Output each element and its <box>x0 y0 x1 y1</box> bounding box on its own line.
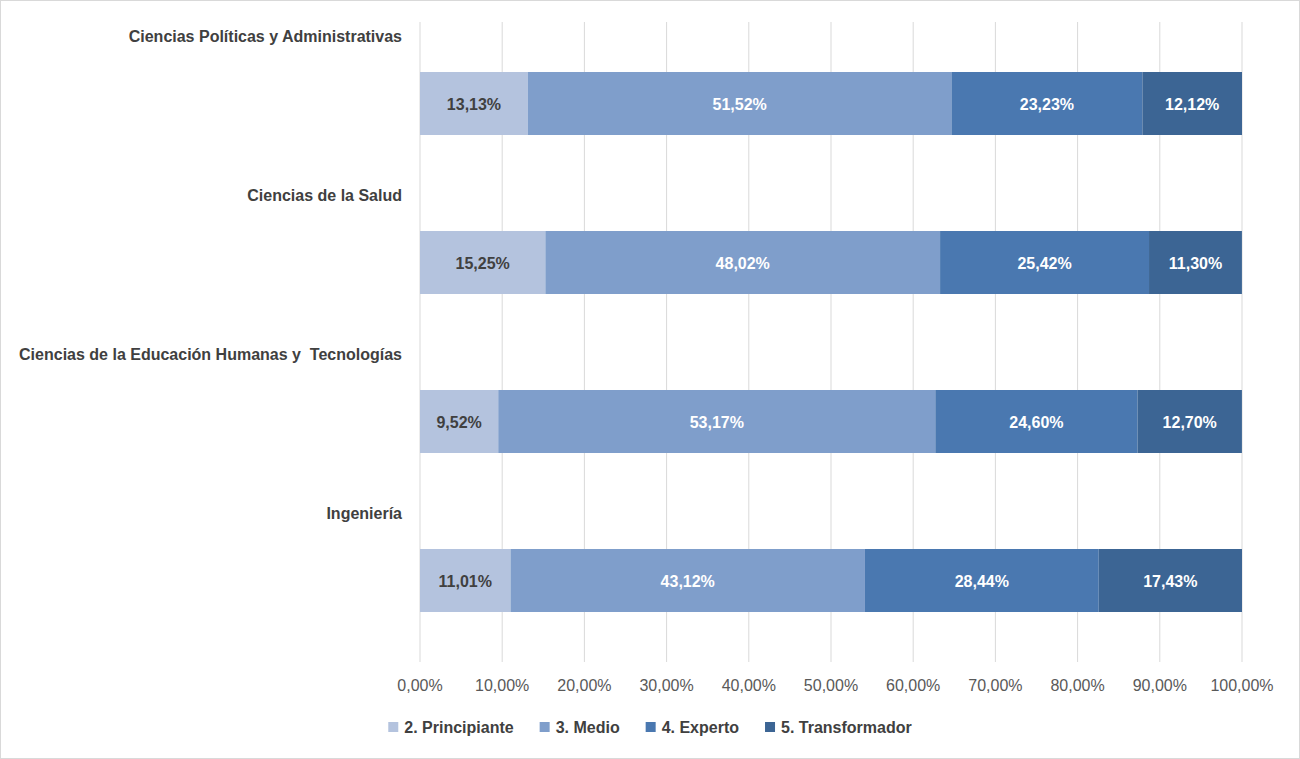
legend-item: 5. Transformador <box>765 719 912 736</box>
tick-label: 0,00% <box>397 677 442 694</box>
chart-frame <box>1 1 1300 759</box>
bar-segment <box>1099 549 1242 612</box>
bar-segment <box>528 72 951 135</box>
tick-label: 30,00% <box>639 677 693 694</box>
bar-segment <box>1138 390 1242 453</box>
bar-segment <box>420 390 498 453</box>
data-label: 48,02% <box>716 255 770 272</box>
legend-swatch <box>388 722 398 732</box>
tick-label: 10,00% <box>475 677 529 694</box>
category-label: Ciencias de la Educación Humanas y Tecno… <box>19 346 402 363</box>
bar-segment <box>940 231 1149 294</box>
data-label: 12,12% <box>1165 96 1219 113</box>
data-label: 53,17% <box>690 414 744 431</box>
data-label: 11,30% <box>1169 255 1222 272</box>
data-label: 25,42% <box>1017 255 1071 272</box>
legend-item: 3. Medio <box>540 719 620 736</box>
bar-segment <box>935 390 1137 453</box>
bar-segment <box>420 549 511 612</box>
bar-segment <box>420 72 528 135</box>
data-label: 12,70% <box>1163 414 1217 431</box>
category-labels: Ciencias Políticas y Administrativas Cien… <box>19 28 402 522</box>
tick-label: 100,00% <box>1210 677 1273 694</box>
data-label: 43,12% <box>661 573 715 590</box>
bar-segment <box>865 549 1099 612</box>
tick-label: 70,00% <box>968 677 1022 694</box>
category-label: Ingeniería <box>326 505 402 522</box>
category-label: Ciencias de la Salud <box>247 187 402 204</box>
chart: 0,00% 10,00% 20,00% 30,00% 40,00% 50,00% 60,00… <box>0 0 1300 759</box>
legend-swatch <box>765 722 775 732</box>
data-label: 24,60% <box>1009 414 1063 431</box>
category-label: Ciencias Políticas y Administrativas <box>129 28 402 45</box>
bar-segment <box>511 549 865 612</box>
legend-swatch <box>540 722 550 732</box>
data-label: 28,44% <box>955 573 1009 590</box>
data-label: 11,01% <box>439 573 492 590</box>
legend-label: 5. Transformador <box>781 719 912 736</box>
data-label: 15,25% <box>456 255 510 272</box>
legend-item: 4. Experto <box>646 719 740 736</box>
bar-segment <box>498 390 935 453</box>
legend-label: 3. Medio <box>556 719 620 736</box>
data-label: 51,52% <box>713 96 767 113</box>
tick-label: 60,00% <box>886 677 940 694</box>
x-axis: 0,00% 10,00% 20,00% 30,00% 40,00% 50,00% 60,00… <box>397 677 1273 694</box>
grid <box>420 22 1242 662</box>
data-label: 17,43% <box>1143 573 1197 590</box>
tick-label: 50,00% <box>804 677 858 694</box>
legend-swatch <box>646 722 656 732</box>
data-label: 13,13% <box>447 96 501 113</box>
legend-item: 2. Principiante <box>388 719 513 736</box>
bar-segment <box>545 231 940 294</box>
tick-label: 90,00% <box>1133 677 1187 694</box>
bar-segment <box>1149 231 1242 294</box>
data-label: 23,23% <box>1020 96 1074 113</box>
legend-label: 2. Principiante <box>404 719 513 736</box>
bar-segment <box>420 231 545 294</box>
tick-label: 20,00% <box>557 677 611 694</box>
legend: 2. Principiante 3. Medio 4. Experto 5. Tran… <box>388 719 911 736</box>
data-labels: 13,13% 51,52% 23,23% 12,12% 15,25% 48,02% 25,4… <box>436 96 1222 590</box>
bars <box>420 72 1242 612</box>
tick-label: 80,00% <box>1050 677 1104 694</box>
data-label: 9,52% <box>436 414 481 431</box>
bar-segment <box>951 72 1142 135</box>
legend-label: 4. Experto <box>662 719 740 736</box>
bar-segment <box>1142 72 1242 135</box>
tick-label: 40,00% <box>722 677 776 694</box>
